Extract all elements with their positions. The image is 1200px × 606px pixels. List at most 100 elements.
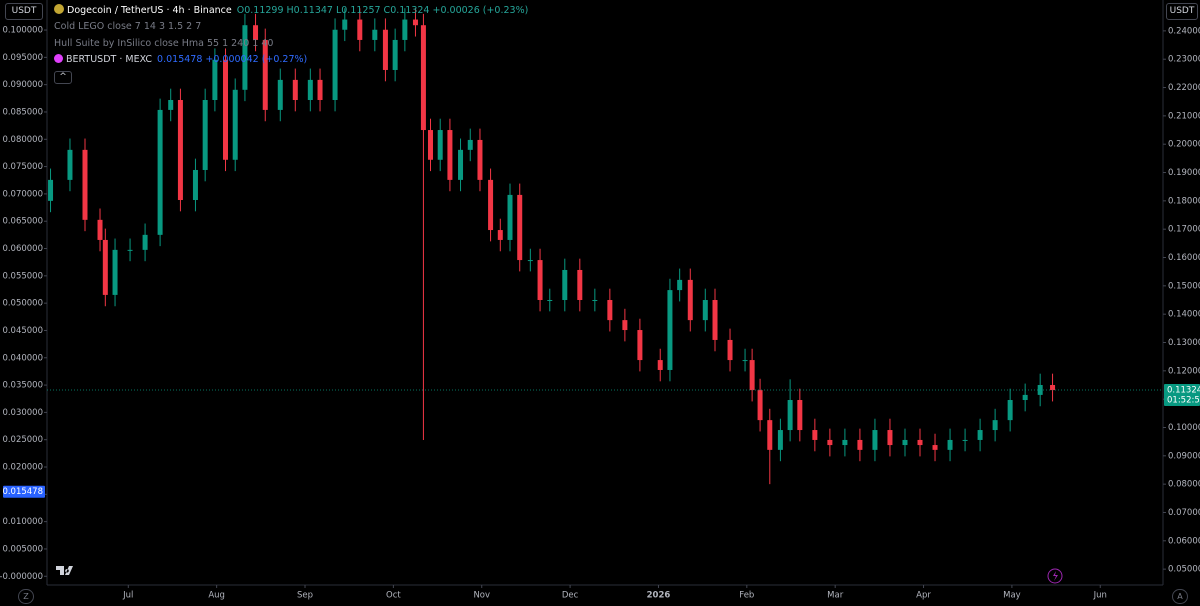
candle-body [157,109,163,235]
symbol-icon [54,4,64,14]
candle-body [447,130,453,180]
y-tick-label: 0.020000 [2,463,43,473]
indicator-legend[interactable]: Hull Suite by InSilico close Hma 55 1 24… [54,38,274,49]
y2-tick-label: 0.15000 [1168,281,1200,291]
price-tag-label: 0.11324 [1167,385,1200,395]
candle-body [702,300,708,321]
candle-body [1007,400,1013,421]
y2-tick-label: 0.07000 [1168,508,1200,518]
candle-body [657,360,663,370]
candle-body [142,234,148,250]
y2-tick-label: 0.21000 [1168,111,1200,121]
y-tick-label: 0.075000 [2,162,43,172]
symbol-name[interactable]: BERTUSDT · MEXC [66,54,153,65]
y-tick-label: 0.060000 [2,244,43,254]
y-tick-label: 0.040000 [2,353,43,363]
candle-body [332,29,338,101]
y-tick-label: 0.025000 [2,435,43,445]
x-tick-label: Apr [916,591,931,601]
candle-body [592,300,598,302]
candle-body [637,330,643,361]
currency-button[interactable]: USDT [5,3,43,20]
y2-tick-label: 0.09000 [1168,451,1200,461]
candle-body [222,59,228,160]
x-tick-label: Jun [1093,591,1107,601]
candle-body [547,300,553,302]
candle-body [827,439,833,446]
zoom-button[interactable]: Z [18,589,34,604]
candle-body [102,239,108,295]
y-tick-label: 0.070000 [2,189,43,199]
candle-body [437,130,443,160]
candle-body [97,219,103,240]
candle-body [757,390,763,421]
candle-body [742,360,748,362]
lightning-button[interactable] [1047,568,1063,584]
candle-body [242,25,248,90]
candle-body [317,79,323,101]
collapse-button[interactable]: ^ [54,71,72,84]
y2-tick-label: 0.12000 [1168,366,1200,376]
candle-body [342,19,348,30]
price-tag-label: 0.015478 [2,487,43,497]
x-tick-label: Oct [386,591,401,601]
candle-body [932,445,938,450]
y2-tick-label: 0.22000 [1168,83,1200,93]
candle-body [427,130,433,160]
y-tick-label: 0.065000 [2,217,43,227]
y2-tick-label: 0.08000 [1168,480,1200,490]
candle-body [262,39,268,110]
countdown-label: 01:52:54 [1167,395,1200,405]
candle-body [527,260,533,262]
candle-body [1050,384,1056,391]
y-tick-label: 0.030000 [2,408,43,418]
candle-body [537,260,543,301]
x-tick-label: Feb [739,591,754,601]
candle-body [622,320,628,331]
compare-legend: BERTUSDT · MEXC 0.015478 +0.000042 (+0.27… [54,54,312,65]
candle-body [307,79,313,101]
candle-body [562,269,568,301]
candle-body [577,269,583,301]
y2-tick-label: 0.24000 [1168,26,1200,36]
x-tick-label: May [1003,591,1021,601]
price-tag [1164,383,1200,406]
candle-body [477,139,483,180]
quote-values: 0.015478 +0.000042 (+0.27%) [157,54,308,65]
candle-body [677,279,683,291]
y-tick-label: 0.035000 [2,381,43,391]
candle-body [517,194,523,261]
candle-body [749,360,755,391]
symbol-name[interactable]: Dogecoin / TetherUS · 4h · Binance [67,5,232,16]
candle-body [1022,394,1028,401]
candle-body [887,430,893,446]
ohlc-values: O0.11299 H0.11347 L0.11257 C0.11324 +0.0… [236,5,529,16]
candle-body [168,100,174,110]
plot-area [48,8,1056,485]
candle-body [202,100,208,170]
candle-body [917,439,923,446]
candle-body [872,430,878,450]
candle-body [412,19,418,26]
indicator-legend[interactable]: Cold LEGO close 7 14 3 1.5 2 7 [54,21,202,32]
candle-body [212,59,218,101]
candle-body [777,430,783,450]
auto-scale-button[interactable]: A [1172,589,1188,604]
y2-tick-label: 0.19000 [1168,168,1200,178]
x-tick-label: Jul [122,591,133,601]
candle-body [712,300,718,340]
currency-button[interactable]: USDT [1166,3,1198,20]
candle-body [382,29,388,70]
x-tick-label: 2026 [647,591,671,601]
candle-body [232,89,238,160]
main-legend: Dogecoin / TetherUS · 4h · Binance O0.112… [54,4,533,16]
y2-tick-label: 0.14000 [1168,310,1200,320]
candle-body [667,290,673,370]
y-tick-label: 0.085000 [2,107,43,117]
candle-body [497,230,503,240]
candle-body [687,279,693,321]
candle-body [192,169,198,201]
candle-body [277,79,283,110]
